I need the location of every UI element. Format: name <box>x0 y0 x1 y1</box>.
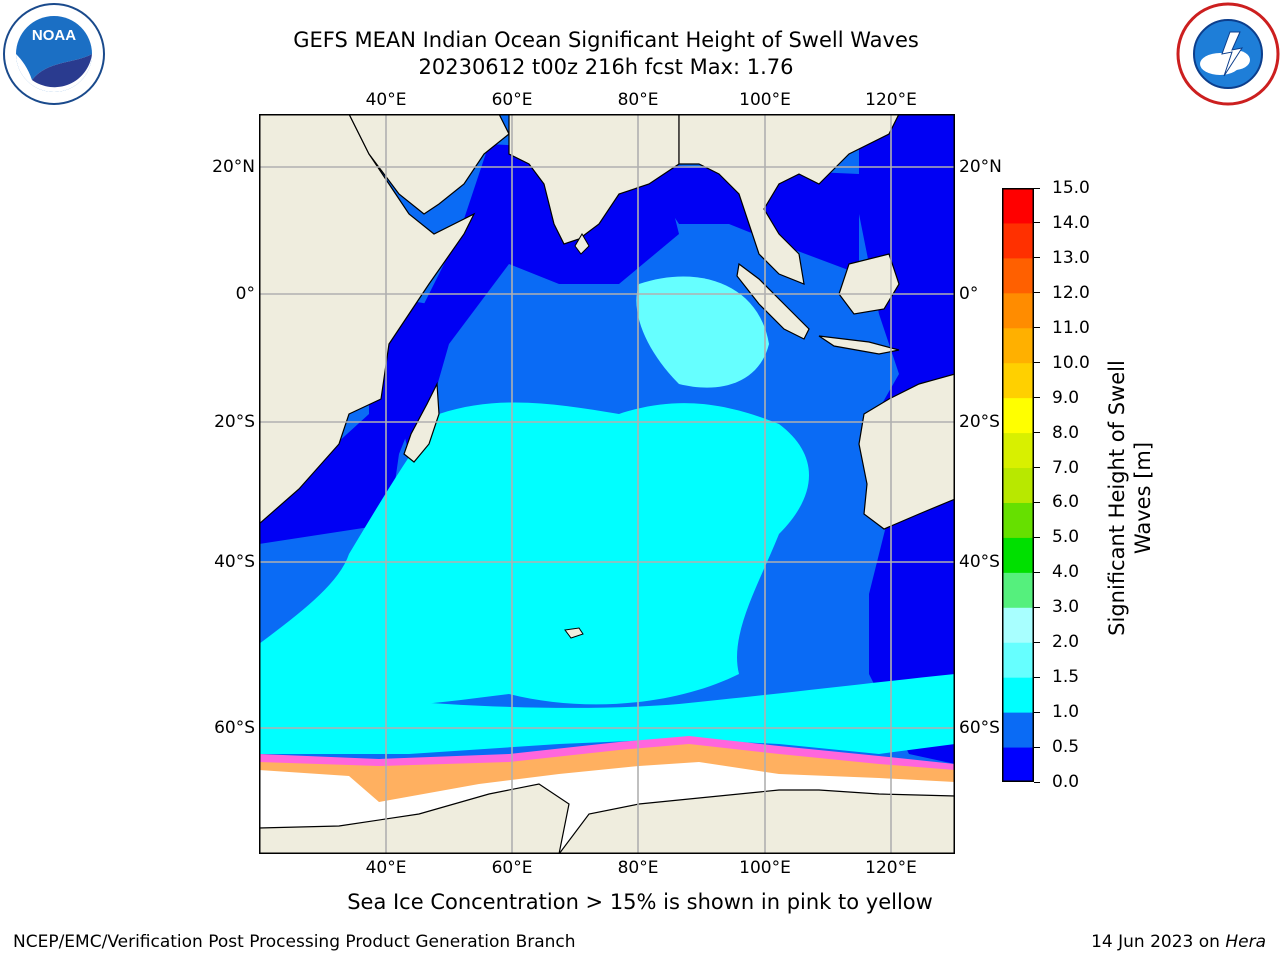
noaa-logo: NOAA <box>3 3 105 105</box>
lat-tick-left: 20°N <box>212 157 255 177</box>
lat-tick-left: 60°S <box>214 718 255 738</box>
colorbar-tick-label: 13.0 <box>1052 247 1090 268</box>
colorbar-tick-mark <box>1034 676 1040 678</box>
colorbar-tick-label: 14.0 <box>1052 212 1090 233</box>
lat-tick-right: 20°N <box>959 157 1002 177</box>
map-title: GEFS MEAN Indian Ocean Significant Heigh… <box>293 28 919 52</box>
colorbar-segment <box>1002 327 1034 364</box>
footer-host: Hera <box>1225 932 1266 952</box>
colorbar-tick-mark <box>1034 781 1040 783</box>
lon-tick-top: 100°E <box>739 90 791 110</box>
lat-tick-left: 20°S <box>214 412 255 432</box>
colorbar-tick-mark <box>1034 187 1040 189</box>
colorbar-segment <box>1002 188 1034 224</box>
colorbar-tick-mark <box>1034 641 1040 643</box>
colorbar-title: Significant Height of Swell Waves [m] <box>1104 348 1156 648</box>
colorbar-tick-label: 15.0 <box>1052 178 1090 198</box>
colorbar-tick-mark <box>1034 432 1040 434</box>
colorbar-tick-label: 11.0 <box>1052 317 1090 338</box>
colorbar-tick-label: 1.5 <box>1052 667 1080 688</box>
map-subtitle: 20230612 t00z 216h fcst Max: 1.76 <box>418 55 794 79</box>
colorbar-tick-label: 9.0 <box>1052 387 1080 408</box>
nws-logo <box>1176 2 1280 106</box>
colorbar-tick-label: 2.0 <box>1052 632 1080 653</box>
colorbar-title-line1: Significant Height of Swell <box>1105 360 1129 636</box>
colorbar-tick-label: 7.0 <box>1052 457 1080 478</box>
colorbar-segment <box>1002 432 1034 469</box>
colorbar-tick-mark <box>1034 746 1040 748</box>
colorbar-segment <box>1002 397 1034 434</box>
colorbar-tick-mark <box>1034 222 1040 224</box>
colorbar-tick-mark <box>1034 467 1040 469</box>
lon-tick-top: 80°E <box>617 90 659 110</box>
colorbar-tick-label: 4.0 <box>1052 562 1080 583</box>
lon-tick-top: 60°E <box>491 90 533 110</box>
colorbar-segment <box>1002 292 1034 329</box>
colorbar-tick-mark <box>1034 257 1040 259</box>
lat-tick-left: 0° <box>235 284 255 304</box>
colorbar-segment <box>1002 572 1034 608</box>
colorbar-tick-mark <box>1034 711 1040 713</box>
colorbar-segment <box>1002 747 1034 782</box>
lon-tick-bottom: 40°E <box>365 858 407 878</box>
colorbar-tick-label: 10.0 <box>1052 352 1090 373</box>
colorbar-tick-label: 12.0 <box>1052 282 1090 303</box>
lon-tick-bottom: 120°E <box>865 858 917 878</box>
footer-credit: NCEP/EMC/Verification Post Processing Pr… <box>13 932 576 952</box>
colorbar-segment <box>1002 677 1034 713</box>
lon-tick-bottom: 60°E <box>491 858 533 878</box>
colorbar-segment <box>1002 537 1034 573</box>
lon-tick-top: 40°E <box>365 90 407 110</box>
lat-tick-right: 20°S <box>959 412 1000 432</box>
lat-tick-right: 60°S <box>959 718 1000 738</box>
sea-ice-caption: Sea Ice Concentration > 15% is shown in … <box>347 890 933 914</box>
colorbar-tick-mark <box>1034 327 1040 329</box>
lon-tick-bottom: 80°E <box>617 858 659 878</box>
colorbar-tick-mark <box>1034 571 1040 573</box>
lat-tick-right: 0° <box>959 284 979 304</box>
colorbar-tick-label: 1.0 <box>1052 702 1080 723</box>
colorbar-tick-label: 8.0 <box>1052 422 1080 443</box>
colorbar-segment <box>1002 607 1034 643</box>
colorbar-segment <box>1002 712 1034 748</box>
colorbar-tick-label: 6.0 <box>1052 492 1080 513</box>
colorbar-tick-label: 3.0 <box>1052 597 1080 618</box>
colorbar-segment <box>1002 222 1034 259</box>
lat-tick-left: 40°S <box>214 552 255 572</box>
lon-tick-top: 120°E <box>865 90 917 110</box>
colorbar-tick-mark <box>1034 536 1040 538</box>
noaa-logo-text: NOAA <box>32 27 76 44</box>
colorbar-segment <box>1002 257 1034 294</box>
colorbar <box>1002 188 1034 782</box>
colorbar-tick-label: 0.0 <box>1052 772 1080 792</box>
colorbar-tick-mark <box>1034 501 1040 503</box>
colorbar-tick-mark <box>1034 397 1040 399</box>
colorbar-title-line2: Waves [m] <box>1131 441 1155 555</box>
lat-tick-right: 40°S <box>959 552 1000 572</box>
colorbar-segment <box>1002 467 1034 503</box>
footer-date: 14 Jun 2023 on Hera <box>1091 932 1266 952</box>
colorbar-tick-mark <box>1034 292 1040 294</box>
colorbar-segment <box>1002 642 1034 678</box>
colorbar-tick-mark <box>1034 362 1040 364</box>
colorbar-tick-mark <box>1034 606 1040 608</box>
indian-ocean-map <box>259 114 955 854</box>
lon-tick-bottom: 100°E <box>739 858 791 878</box>
colorbar-tick-label: 5.0 <box>1052 527 1080 548</box>
colorbar-segment <box>1002 362 1034 399</box>
colorbar-segment <box>1002 502 1034 538</box>
colorbar-tick-label: 0.5 <box>1052 737 1080 758</box>
footer-date-text: 14 Jun 2023 on <box>1091 932 1226 952</box>
